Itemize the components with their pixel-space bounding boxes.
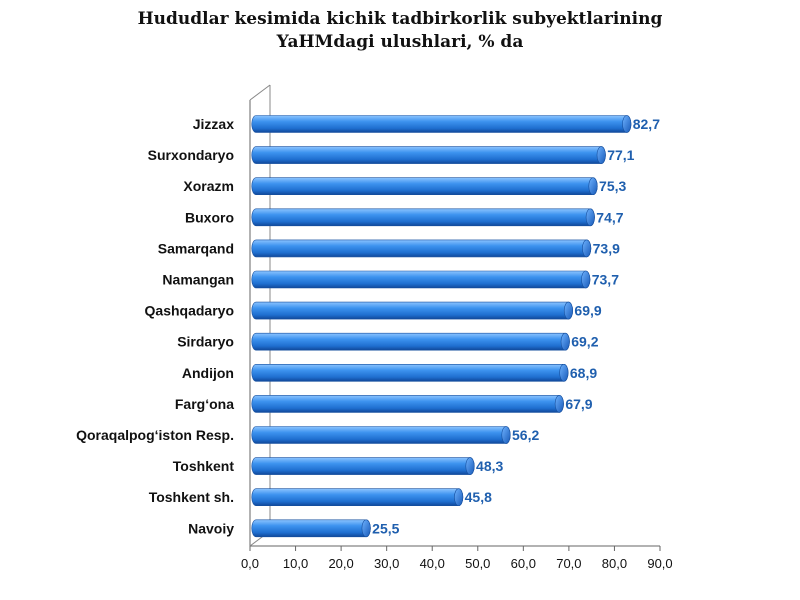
bar [251,395,564,413]
bar-cap [596,146,606,164]
chart-bars [251,115,632,538]
bar [251,301,573,320]
chart-title-line-2: YaHMdagi ulushlari, % da [276,32,524,52]
bar-cap [588,177,598,195]
x-tick-label: 80,0 [602,556,627,571]
value-label: 69,2 [571,334,598,350]
category-label: Toshkent sh. [149,489,234,505]
bar [251,208,595,227]
bar-cap [585,208,595,227]
bar-cap [559,363,569,382]
bar [251,146,606,164]
value-label: 73,7 [592,272,619,288]
bar-body [251,488,464,506]
bar-body [251,177,598,195]
bar-body [251,364,569,382]
value-label: 45,8 [465,489,492,505]
bar-cap [454,488,464,507]
category-label: Navoiy [188,520,234,536]
value-label: 73,9 [593,240,620,256]
bar-body [251,301,573,320]
bar-body [251,426,511,444]
value-label: 74,7 [596,209,623,225]
x-tick-label: 50,0 [465,556,490,571]
bar [251,332,570,351]
value-label: 25,5 [372,520,399,536]
value-label: 56,2 [512,427,539,443]
bar-body [251,395,564,413]
chart-title-line-1: Hududlar kesimida kichik tadbirkorlik su… [137,9,663,29]
bar-cap [465,457,475,475]
category-label: Jizzax [193,116,234,132]
depth-line-top [249,84,271,101]
bar [251,457,475,475]
bar-cap [361,519,371,538]
bar [251,488,464,507]
category-label: Andijon [182,365,234,381]
bar-cap [563,301,573,320]
value-label: 75,3 [599,178,626,194]
category-label: Surxondaryo [148,147,234,163]
x-tick-label: 20,0 [328,556,353,571]
x-tick-label: 90,0 [647,556,672,571]
bar-body [251,270,591,289]
bar-cap [581,270,591,289]
value-label: 82,7 [633,116,660,132]
category-label: Buxoro [185,209,234,225]
x-tick-label: 70,0 [556,556,581,571]
bar [251,363,569,382]
bar [251,426,511,444]
x-tick-label: 0,0 [241,556,259,571]
category-label: Samarqand [158,240,234,256]
category-label: Xorazm [183,178,234,194]
category-label: Farg‘ona [175,396,234,412]
chart-labels: 0,0 10,0 20,0 30,0 40,0 50,0 60,0 70,0 80,0 90,0 J… [76,116,673,571]
bar-body [251,115,632,133]
value-label: 68,9 [570,365,597,381]
x-tick-label: 40,0 [420,556,445,571]
bar-body [251,519,371,538]
x-tick-label: 30,0 [374,556,399,571]
category-label: Qashqadaryo [145,303,234,319]
bar-body [251,208,595,227]
bar [251,239,592,258]
bar-cap [622,115,632,133]
chart-title: Hududlar kesimida kichik tadbirkorlik su… [60,8,740,54]
bar-cap [501,426,511,444]
value-label: 69,9 [574,303,601,319]
value-label: 67,9 [565,396,592,412]
bar-cap [560,332,570,351]
value-label: 77,1 [607,147,634,163]
x-tick-label: 10,0 [283,556,308,571]
value-label: 48,3 [476,458,503,474]
category-label: Sirdaryo [177,334,234,350]
bar [251,270,591,289]
bar [251,519,371,538]
bar-body [251,146,606,164]
bar-cap [582,239,592,258]
bar-body [251,457,475,475]
category-label: Qoraqalpog‘iston Resp. [76,427,234,443]
x-tick-label: 60,0 [511,556,536,571]
bar-body [251,332,570,351]
bar [251,177,598,195]
category-label: Namangan [162,272,234,288]
bar-body [251,239,592,258]
bar [251,115,632,133]
category-label: Toshkent [173,458,235,474]
bar-cap [554,395,564,413]
